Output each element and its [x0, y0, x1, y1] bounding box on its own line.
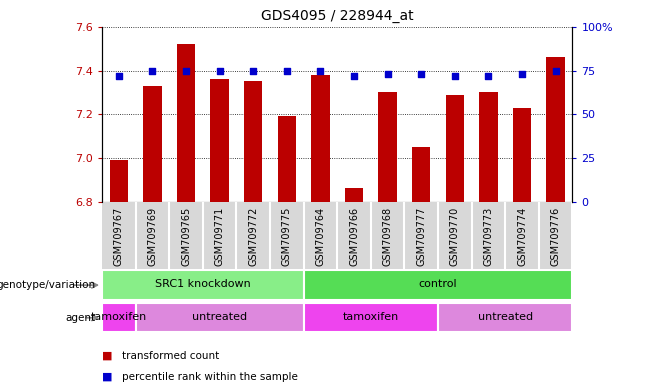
Bar — [109, 160, 128, 202]
Bar — [177, 45, 195, 202]
Bar — [278, 116, 296, 202]
Point — [282, 68, 292, 74]
Title: GDS4095 / 228944_at: GDS4095 / 228944_at — [261, 9, 413, 23]
Text: GSM709773: GSM709773 — [484, 207, 494, 266]
Bar — [102, 303, 136, 333]
Point — [315, 68, 326, 74]
Point — [215, 68, 225, 74]
Bar — [311, 75, 330, 202]
Text: tamoxifen: tamoxifen — [343, 312, 399, 322]
Bar — [345, 189, 363, 202]
Bar — [211, 79, 229, 202]
Text: untreated: untreated — [192, 312, 247, 322]
Bar — [546, 58, 565, 202]
Text: GSM709768: GSM709768 — [383, 207, 393, 266]
Point — [449, 73, 460, 79]
Point — [349, 73, 359, 79]
Text: GSM709775: GSM709775 — [282, 207, 291, 266]
Bar — [412, 147, 430, 202]
Bar — [445, 94, 464, 202]
Text: GSM709777: GSM709777 — [417, 207, 426, 266]
Text: agent: agent — [65, 313, 95, 323]
Text: transformed count: transformed count — [122, 351, 219, 361]
Text: GSM709766: GSM709766 — [349, 207, 359, 266]
Text: GSM709772: GSM709772 — [248, 207, 258, 266]
Bar — [479, 93, 497, 202]
Text: GSM709767: GSM709767 — [114, 207, 124, 266]
Text: ■: ■ — [102, 351, 113, 361]
Point — [550, 68, 561, 74]
Bar — [143, 86, 162, 202]
Point — [147, 68, 158, 74]
Text: GSM709774: GSM709774 — [517, 207, 527, 266]
Point — [181, 68, 191, 74]
Text: GSM709771: GSM709771 — [215, 207, 224, 266]
Bar — [136, 303, 303, 333]
Text: genotype/variation: genotype/variation — [0, 280, 95, 290]
Bar — [303, 270, 572, 300]
Bar — [303, 303, 438, 333]
Text: control: control — [418, 280, 457, 290]
Point — [416, 71, 426, 77]
Point — [382, 71, 393, 77]
Point — [517, 71, 527, 77]
Text: GSM709765: GSM709765 — [181, 207, 191, 266]
Text: GSM709769: GSM709769 — [147, 207, 157, 266]
Text: GSM709764: GSM709764 — [315, 207, 326, 266]
Bar — [438, 303, 572, 333]
Bar — [102, 270, 303, 300]
Bar — [378, 93, 397, 202]
Text: GSM709770: GSM709770 — [450, 207, 460, 266]
Point — [483, 73, 494, 79]
Text: ■: ■ — [102, 372, 113, 382]
Bar — [513, 108, 531, 202]
Text: GSM709776: GSM709776 — [551, 207, 561, 266]
Point — [248, 68, 259, 74]
Text: SRC1 knockdown: SRC1 knockdown — [155, 280, 251, 290]
Text: tamoxifen: tamoxifen — [91, 312, 147, 322]
Point — [114, 73, 124, 79]
Text: untreated: untreated — [478, 312, 533, 322]
Bar — [244, 81, 263, 202]
Text: percentile rank within the sample: percentile rank within the sample — [122, 372, 297, 382]
